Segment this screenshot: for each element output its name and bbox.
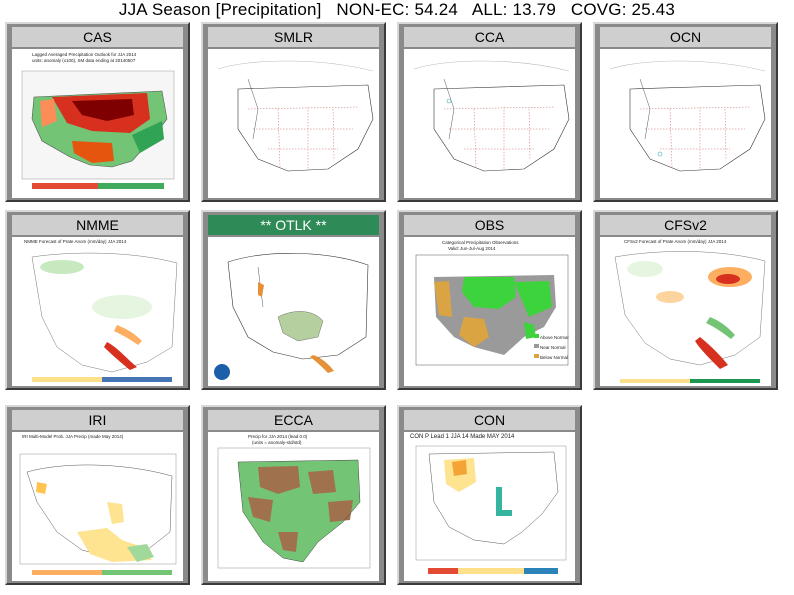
map-caption-cas-2: units: anomaly (x100), SM data ending at…	[32, 58, 136, 63]
panel-cfsv2: CFSv2 CFSv2 Forecast of Prate Anom (mm/d…	[593, 210, 778, 390]
map-caption-obs-2: Valid: Jun-Jul-Aug 2014	[448, 246, 496, 251]
panel-cas: CAS Lagged Averaged Precipitation Outloo…	[5, 22, 190, 202]
panel-header-iri[interactable]: IRI	[12, 410, 183, 430]
map-cfsv2: CFSv2 Forecast of Prate Anom (mm/day) JJ…	[600, 237, 771, 386]
panel-header-con[interactable]: CON	[404, 410, 575, 430]
map-cas: Lagged Averaged Precipitation Outlook fo…	[12, 49, 183, 198]
map-caption-cas-1: Lagged Averaged Precipitation Outlook fo…	[32, 52, 137, 57]
map-ecca: Precip for JJA 2014 (lead 0.0) (units = …	[208, 432, 379, 581]
map-cca	[404, 49, 575, 198]
panel-header-cca[interactable]: CCA	[404, 27, 575, 47]
panel-header-smlr[interactable]: SMLR	[208, 27, 379, 47]
map-con: CON P Lead 1 JJA 14 Made MAY 2014	[404, 432, 575, 581]
panel-ecca: ECCA Precip for JJA 2014 (lead 0.0) (uni…	[201, 405, 386, 585]
map-obs: Categorical Precipitation Observations V…	[404, 237, 575, 386]
map-smlr	[208, 49, 379, 198]
page-title: JJA Season [Precipitation] NON-EC: 54.24…	[118, 0, 676, 19]
obs-legend-below: Below Normal	[540, 355, 569, 360]
map-iri: IRI Multi-Model Prob. JJA Precip (made M…	[12, 432, 183, 581]
map-graphic-obs	[415, 254, 569, 366]
map-caption-cfsv2: CFSv2 Forecast of Prate Anom (mm/day) JJ…	[624, 239, 727, 244]
panel-header-obs[interactable]: OBS	[404, 215, 575, 235]
panel-ocn: OCN	[593, 22, 778, 202]
map-caption-nmme: NMME Forecast of Prate Anom (mm/day) JJA…	[24, 239, 127, 244]
map-graphic-ecca	[217, 447, 371, 569]
obs-legend-near: Near Normal	[540, 345, 566, 350]
map-graphic-smlr	[217, 60, 374, 172]
panel-smlr: SMLR	[201, 22, 386, 202]
map-otlk	[208, 237, 379, 386]
map-caption-iri: IRI Multi-Model Prob. JJA Precip (made M…	[22, 434, 124, 439]
panel-nmme: NMME NMME Forecast of Prate Anom (mm/day…	[5, 210, 190, 390]
panel-con: CON CON P Lead 1 JJA 14 Made MAY 2014	[397, 405, 582, 585]
map-graphic-iri	[19, 453, 177, 575]
map-nmme: NMME Forecast of Prate Anom (mm/day) JJA…	[12, 237, 183, 386]
panel-otlk: ** OTLK **	[201, 210, 386, 390]
map-graphic-cca	[413, 60, 570, 172]
map-caption-ecca-2: (units = anomaly-std/std)	[252, 440, 302, 445]
map-graphic-con	[415, 445, 567, 574]
map-caption-obs-1: Categorical Precipitation Observations	[442, 240, 519, 245]
panel-header-otlk[interactable]: ** OTLK **	[208, 215, 379, 235]
panel-iri: IRI IRI Multi-Model Prob. JJA Precip (ma…	[5, 405, 190, 585]
map-graphic-nmme	[31, 252, 178, 382]
map-caption-con: CON P Lead 1 JJA 14 Made MAY 2014	[410, 434, 515, 440]
obs-legend-above: Above Normal	[540, 335, 569, 340]
map-graphic-ocn	[609, 60, 766, 172]
map-graphic-otlk	[214, 252, 369, 380]
panel-cca: CCA	[397, 22, 582, 202]
map-graphic-cas	[21, 70, 175, 189]
panel-obs: OBS Categorical Precipitation Observatio…	[397, 210, 582, 390]
panel-header-cas[interactable]: CAS	[12, 27, 183, 47]
map-ocn	[600, 49, 771, 198]
panel-header-ecca[interactable]: ECCA	[208, 410, 379, 430]
panel-header-cfsv2[interactable]: CFSv2	[600, 215, 771, 235]
map-graphic-cfsv2	[614, 251, 766, 383]
panel-header-ocn[interactable]: OCN	[600, 27, 771, 47]
panel-header-nmme[interactable]: NMME	[12, 215, 183, 235]
map-caption-ecca-1: Precip for JJA 2014 (lead 0.0)	[248, 434, 308, 439]
